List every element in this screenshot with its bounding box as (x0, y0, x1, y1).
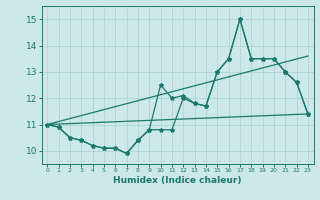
X-axis label: Humidex (Indice chaleur): Humidex (Indice chaleur) (113, 176, 242, 185)
